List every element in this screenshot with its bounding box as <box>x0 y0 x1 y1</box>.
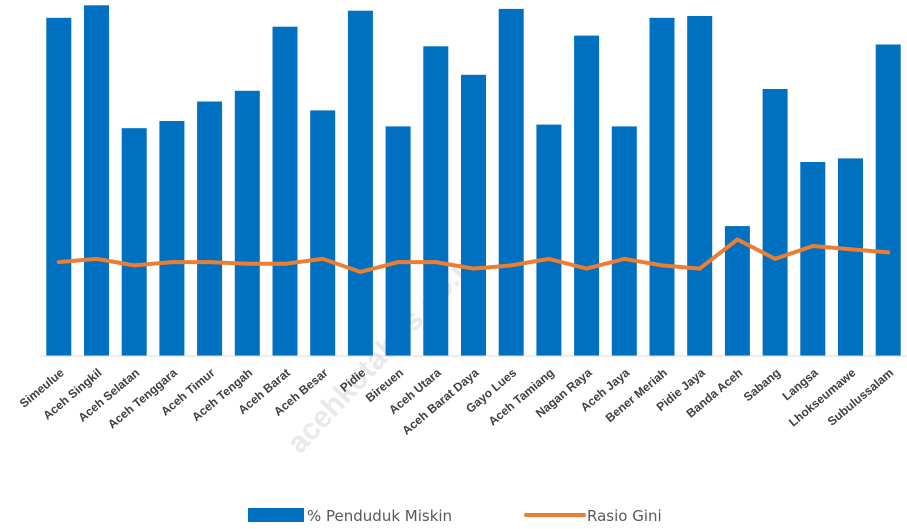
rasio-gini-point <box>396 260 401 265</box>
rasio-gini-point <box>622 256 627 261</box>
bar-bireuen <box>385 126 411 357</box>
bar-aceh-singkil <box>84 5 109 357</box>
line-layer <box>56 237 891 274</box>
bar-aceh-jaya <box>611 126 637 357</box>
bar-pidie-jaya <box>687 16 713 356</box>
bar-pidie <box>347 10 373 356</box>
bar-aceh-tamiang <box>536 124 562 356</box>
legend-line-label: Rasio Gini <box>587 507 662 525</box>
rasio-gini-point <box>283 261 287 266</box>
bar-aceh-tenggara <box>159 121 185 356</box>
bar-subulussalam <box>875 44 901 356</box>
rasio-gini-point <box>207 260 212 265</box>
bar-aceh-barat <box>272 26 298 356</box>
rasio-gini-point <box>509 263 514 268</box>
rasio-gini-point <box>546 256 551 261</box>
rasio-gini-point <box>660 263 664 268</box>
rasio-gini-point <box>169 260 174 265</box>
rasio-gini-point <box>697 266 702 271</box>
legend-bar-label: % Penduduk Miskin <box>307 507 452 525</box>
bar-nagan-raya <box>574 35 600 356</box>
bar-aceh-barat-daya <box>461 74 486 357</box>
bar-simeulue <box>46 17 72 357</box>
bar-gayo-lues <box>498 8 524 357</box>
bar-aceh-utara <box>423 46 449 357</box>
rasio-gini-point <box>584 266 589 271</box>
legend: % Penduduk Miskin Rasio Gini <box>248 507 662 525</box>
x-tick-label: Aceh Tamiang <box>486 366 557 429</box>
bar-lhokseumawe <box>838 158 863 356</box>
rasio-gini-point <box>886 250 891 255</box>
rasio-gini-point <box>358 269 363 274</box>
bar-sabang <box>762 89 788 356</box>
bar-aceh-besar <box>310 110 336 357</box>
rasio-gini-point <box>320 256 325 261</box>
rasio-gini-point <box>433 260 438 265</box>
rasio-gini-point <box>245 261 250 266</box>
rasio-gini-point <box>132 263 137 268</box>
bar-aceh-selatan <box>121 128 147 356</box>
x-tick-label: Sabang <box>741 366 783 405</box>
bar-bener-meriah <box>649 17 675 357</box>
bar-aceh-timur <box>197 101 223 356</box>
x-tick-label: Subulussalam <box>825 366 896 429</box>
rasio-gini-point <box>471 266 476 271</box>
rasio-gini-point <box>94 256 99 261</box>
bar-langsa <box>800 162 826 356</box>
rasio-gini-point <box>56 260 61 265</box>
legend-bar-swatch <box>248 508 304 522</box>
rasio-gini-point <box>735 237 740 242</box>
bar-aceh-tengah <box>234 90 260 357</box>
bars-layer <box>46 5 901 357</box>
rasio-gini-point <box>810 244 815 248</box>
rasio-gini-point <box>773 256 778 261</box>
rasio-gini-point <box>848 247 853 252</box>
